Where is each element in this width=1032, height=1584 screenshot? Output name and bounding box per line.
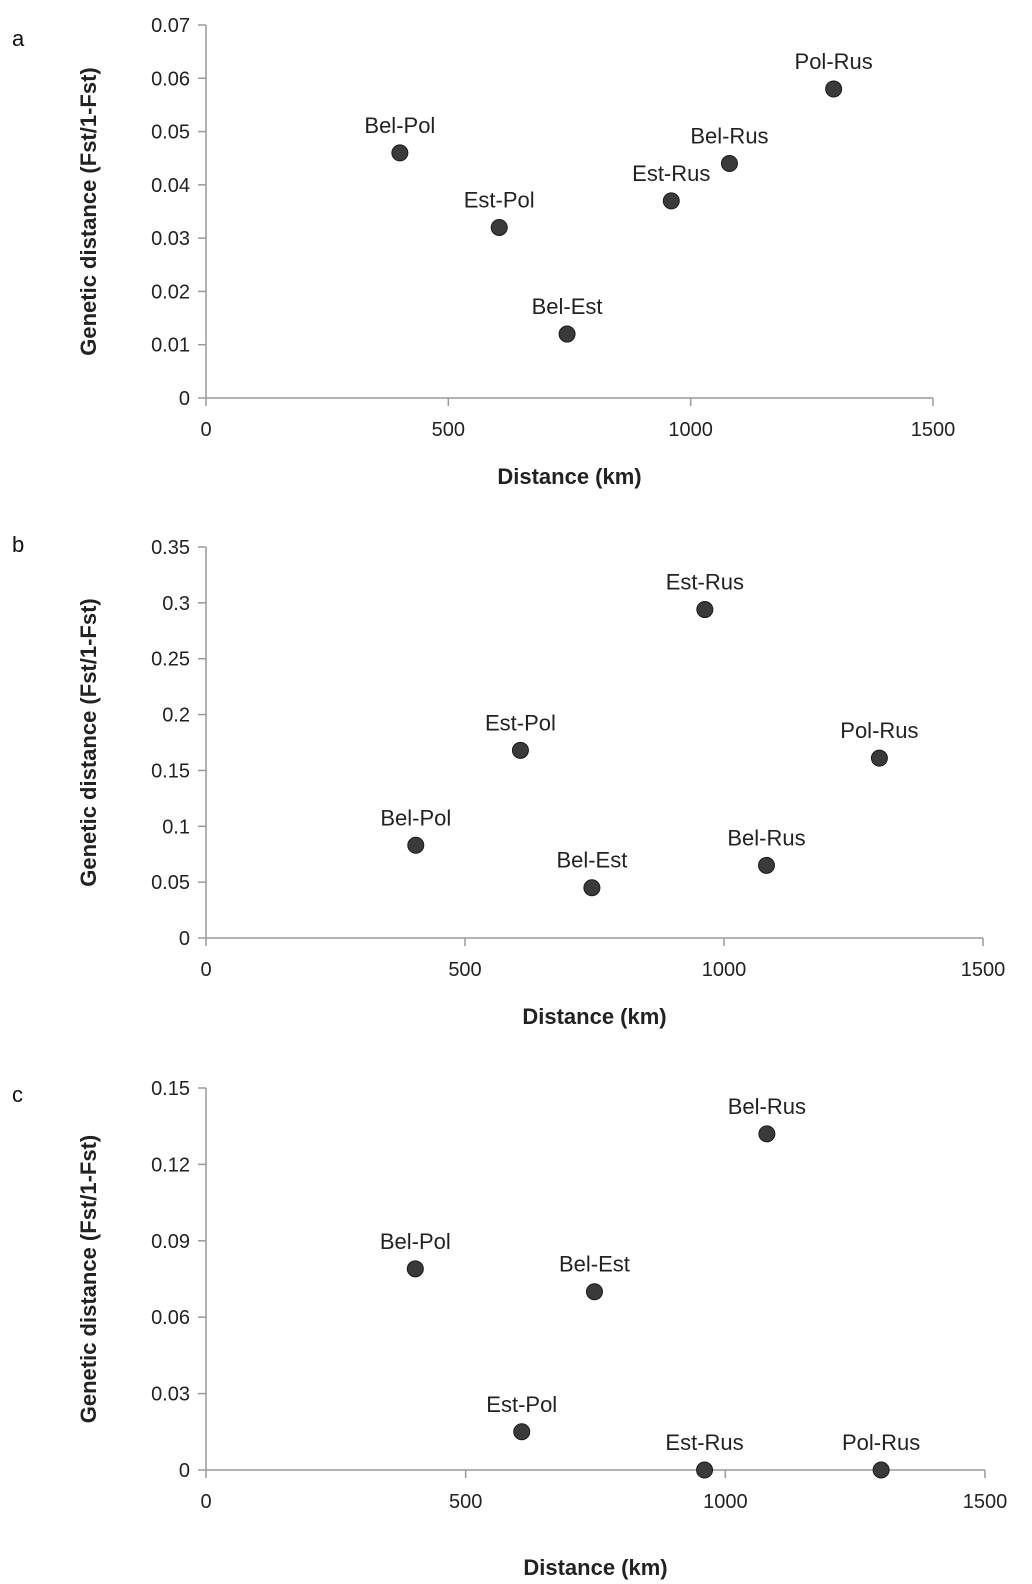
y-tick-label: 0 [179, 388, 190, 410]
x-tick-label: 500 [449, 1491, 482, 1513]
data-point [662, 192, 680, 210]
data-point-label: Bel-Est [532, 294, 603, 319]
y-tick-label: 0.3 [162, 593, 190, 615]
panel-letter-b: b [12, 532, 25, 557]
y-tick-label: 0.1 [162, 816, 190, 838]
y-axis-title: Genetic distance (Fst/1-Fst) [76, 67, 101, 356]
x-tick-label: 1000 [702, 959, 747, 981]
y-tick-label: 0.03 [151, 1384, 190, 1406]
x-tick-label: 500 [448, 959, 481, 981]
data-point-label: Bel-Pol [380, 1229, 451, 1254]
data-point [406, 1260, 424, 1278]
y-tick-label: 0.35 [151, 537, 190, 559]
data-point [696, 1461, 714, 1479]
y-tick-label: 0.05 [151, 122, 190, 144]
data-point [825, 80, 843, 98]
y-tick-label: 0.01 [151, 335, 190, 357]
y-tick-label: 0.06 [151, 1307, 190, 1329]
data-point [696, 601, 714, 619]
y-tick-label: 0.25 [151, 649, 190, 671]
x-tick-label: 1500 [963, 1491, 1008, 1513]
data-point-label: Bel-Est [559, 1252, 630, 1277]
y-tick-label: 0.2 [162, 705, 190, 727]
data-point-label: Est-Rus [665, 1430, 743, 1455]
x-axis-title: Distance (km) [522, 1004, 666, 1029]
x-tick-label: 1500 [911, 419, 956, 441]
data-point-label: Est-Pol [486, 1392, 557, 1417]
y-axis-title: Genetic distance (Fst/1-Fst) [76, 598, 101, 887]
x-tick-label: 1500 [961, 959, 1006, 981]
data-point-label: Est-Pol [464, 187, 535, 212]
chart-panel-a: a 0 0.01 0.02 0.03 0.04 0.05 0.06 0.07 0 500 1000 1… [0, 0, 1032, 510]
y-tick-label: 0 [179, 928, 190, 950]
data-point [391, 144, 409, 162]
data-point [490, 218, 508, 236]
x-tick-label: 0 [200, 959, 211, 981]
data-point [585, 1283, 603, 1301]
y-tick-label: 0.06 [151, 68, 190, 90]
x-axis-title: Distance (km) [497, 464, 641, 489]
data-point-label: Bel-Rus [727, 825, 805, 850]
data-point-label: Pol-Rus [842, 1430, 920, 1455]
y-tick-label: 0.15 [151, 760, 190, 782]
x-tick-label: 1000 [668, 419, 713, 441]
data-point-label: Bel-Rus [690, 124, 768, 149]
panel-letter-c: c [12, 1082, 23, 1107]
y-tick-label: 0.05 [151, 872, 190, 894]
data-point [583, 879, 601, 897]
y-tick-label: 0.12 [151, 1154, 190, 1176]
data-point [758, 1125, 776, 1143]
data-point-label: Pol-Rus [840, 718, 918, 743]
data-point [872, 1461, 890, 1479]
scatter-chart-b: 0 0.05 0.1 0.15 0.2 0.25 0.3 0.35 0 500 1000 1500 Di… [76, 537, 1006, 1029]
data-point-label: Bel-Rus [728, 1094, 806, 1119]
y-tick-label: 0.03 [151, 228, 190, 250]
y-axis-title: Genetic distance (Fst/1-Fst) [76, 1135, 101, 1424]
data-point [513, 1423, 531, 1441]
x-tick-label: 0 [200, 419, 211, 441]
data-point-label: Bel-Est [556, 848, 627, 873]
y-tick-label: 0.07 [151, 15, 190, 37]
y-tick-label: 0.04 [151, 175, 190, 197]
x-tick-label: 1000 [703, 1491, 748, 1513]
data-point [511, 741, 529, 759]
data-point [407, 836, 425, 854]
data-point-label: Est-Rus [666, 570, 744, 595]
data-point [720, 155, 738, 173]
chart-panel-b: b 0 0.05 0.1 0.15 0.2 0.25 0.3 0.35 0 500 1000 1500… [0, 530, 1032, 1050]
scatter-chart-c: 0 0.03 0.06 0.09 0.12 0.15 0 500 1000 1500 Distanc… [76, 1078, 1008, 1580]
data-point-label: Est-Pol [485, 710, 556, 735]
panel-letter-a: a [12, 26, 25, 51]
x-tick-label: 0 [200, 1491, 211, 1513]
chart-panel-c: c 0 0.03 0.06 0.09 0.12 0.15 0 500 1000 1500 Dista… [0, 1060, 1032, 1584]
scatter-chart-a: 0 0.01 0.02 0.03 0.04 0.05 0.06 0.07 0 500 1000 150… [76, 15, 956, 489]
data-point-label: Est-Rus [632, 161, 710, 186]
y-tick-label: 0.15 [151, 1078, 190, 1100]
y-tick-label: 0.02 [151, 281, 190, 303]
x-axis-title: Distance (km) [523, 1555, 667, 1580]
x-tick-label: 500 [432, 419, 465, 441]
data-point [757, 856, 775, 874]
data-point-label: Pol-Rus [795, 49, 873, 74]
y-tick-label: 0 [179, 1460, 190, 1482]
data-point-label: Bel-Pol [364, 113, 435, 138]
data-point-label: Bel-Pol [380, 805, 451, 830]
data-point [870, 749, 888, 767]
data-point [558, 325, 576, 343]
y-tick-label: 0.09 [151, 1231, 190, 1253]
